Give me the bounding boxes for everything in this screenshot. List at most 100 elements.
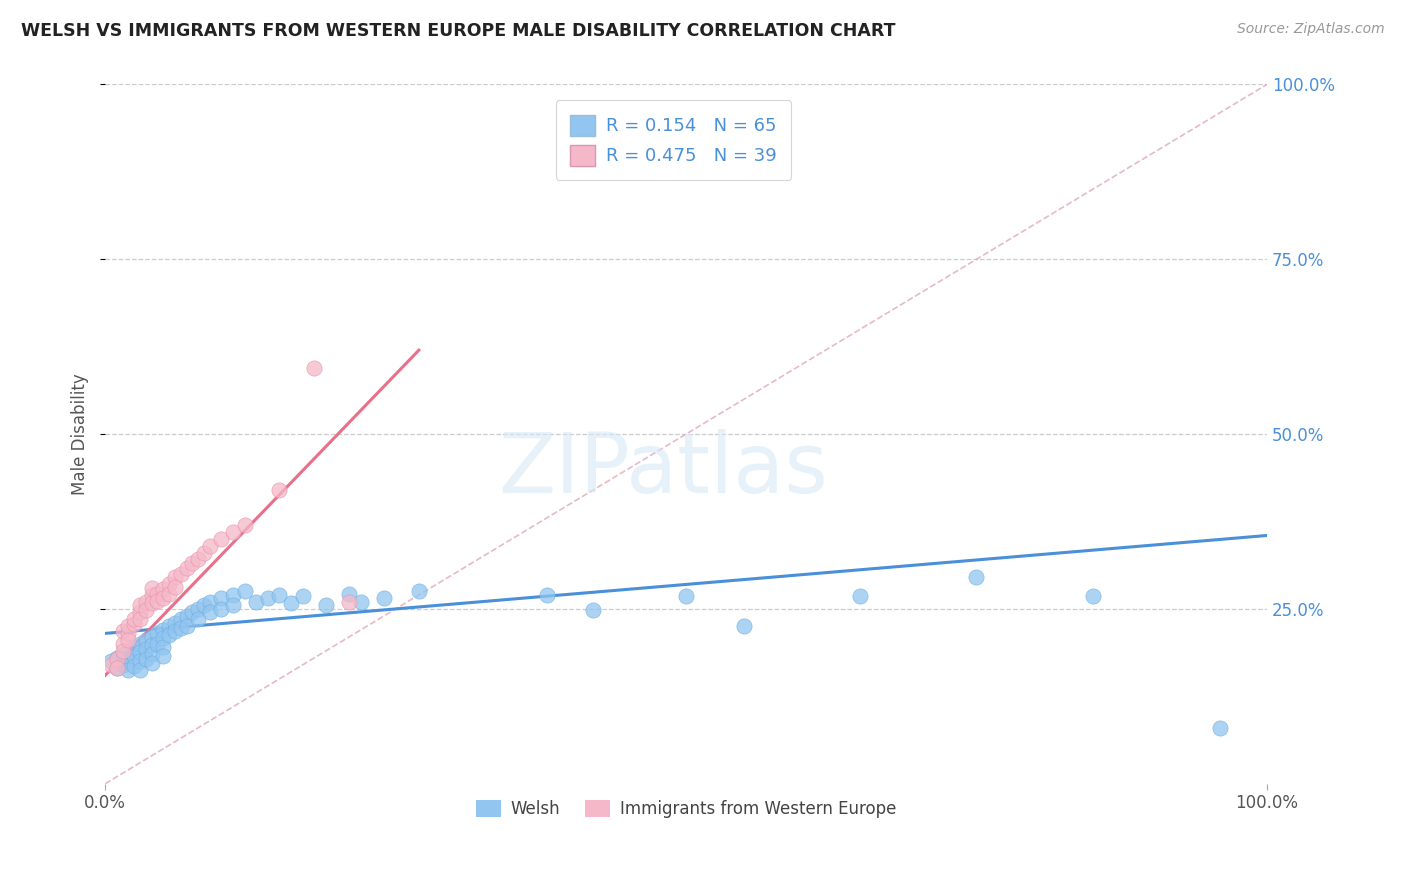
Point <box>135 595 157 609</box>
Point <box>170 566 193 581</box>
Point <box>233 584 256 599</box>
Point <box>146 626 169 640</box>
Point <box>181 557 204 571</box>
Point <box>373 591 395 606</box>
Point <box>157 586 180 600</box>
Point <box>141 638 163 652</box>
Point <box>100 657 122 672</box>
Point <box>675 590 697 604</box>
Point <box>849 590 872 604</box>
Point <box>141 588 163 602</box>
Point <box>222 588 245 602</box>
Point <box>146 637 169 651</box>
Point <box>157 628 180 642</box>
Point <box>141 581 163 595</box>
Point <box>129 645 152 659</box>
Point <box>129 637 152 651</box>
Point <box>135 642 157 657</box>
Point <box>135 652 157 666</box>
Point <box>176 561 198 575</box>
Point <box>198 606 221 620</box>
Point <box>536 588 558 602</box>
Point <box>198 595 221 609</box>
Point <box>187 551 209 566</box>
Point <box>117 633 139 648</box>
Point <box>105 661 128 675</box>
Point <box>304 360 326 375</box>
Point <box>152 582 174 597</box>
Point <box>117 664 139 678</box>
Point <box>198 539 221 553</box>
Point <box>209 591 232 606</box>
Point <box>111 644 134 658</box>
Point <box>157 619 180 633</box>
Point <box>111 657 134 672</box>
Text: WELSH VS IMMIGRANTS FROM WESTERN EUROPE MALE DISABILITY CORRELATION CHART: WELSH VS IMMIGRANTS FROM WESTERN EUROPE … <box>21 22 896 40</box>
Point <box>193 546 215 560</box>
Point <box>176 619 198 633</box>
Point <box>135 603 157 617</box>
Point <box>408 584 430 599</box>
Point <box>269 483 291 497</box>
Point <box>129 599 152 613</box>
Point <box>170 612 193 626</box>
Point <box>315 599 337 613</box>
Point <box>209 532 232 546</box>
Point <box>122 649 145 664</box>
Point <box>129 654 152 668</box>
Point <box>141 630 163 644</box>
Point <box>163 615 186 630</box>
Point <box>582 603 605 617</box>
Point <box>111 624 134 639</box>
Point <box>141 648 163 662</box>
Point <box>105 661 128 675</box>
Point <box>135 633 157 648</box>
Point <box>152 591 174 606</box>
Point <box>157 577 180 591</box>
Point <box>1209 721 1232 735</box>
Point <box>146 586 169 600</box>
Point <box>222 599 245 613</box>
Point <box>152 640 174 655</box>
Point <box>280 596 302 610</box>
Point <box>269 588 291 602</box>
Point <box>337 586 360 600</box>
Point <box>129 612 152 626</box>
Point <box>141 596 163 610</box>
Y-axis label: Male Disability: Male Disability <box>72 373 89 495</box>
Point <box>122 659 145 673</box>
Point <box>181 606 204 620</box>
Point <box>105 651 128 665</box>
Point <box>163 570 186 584</box>
Text: Source: ZipAtlas.com: Source: ZipAtlas.com <box>1237 22 1385 37</box>
Point <box>170 622 193 636</box>
Point <box>129 664 152 678</box>
Point <box>163 580 186 594</box>
Point <box>152 632 174 646</box>
Point <box>350 595 373 609</box>
Point <box>122 617 145 632</box>
Point <box>337 595 360 609</box>
Point <box>176 608 198 623</box>
Point <box>146 593 169 607</box>
Point <box>117 626 139 640</box>
Point <box>129 606 152 620</box>
Point <box>141 657 163 671</box>
Point <box>122 640 145 655</box>
Point <box>117 644 139 658</box>
Point <box>111 648 134 662</box>
Point <box>163 624 186 639</box>
Point <box>733 619 755 633</box>
Point <box>187 602 209 616</box>
Point <box>152 649 174 664</box>
Point <box>222 524 245 539</box>
Point <box>152 623 174 637</box>
Point <box>117 619 139 633</box>
Point <box>187 612 209 626</box>
Point <box>291 590 314 604</box>
Point <box>257 591 280 606</box>
Point <box>233 518 256 533</box>
Legend: Welsh, Immigrants from Western Europe: Welsh, Immigrants from Western Europe <box>468 793 903 824</box>
Point <box>209 602 232 616</box>
Point <box>245 595 267 609</box>
